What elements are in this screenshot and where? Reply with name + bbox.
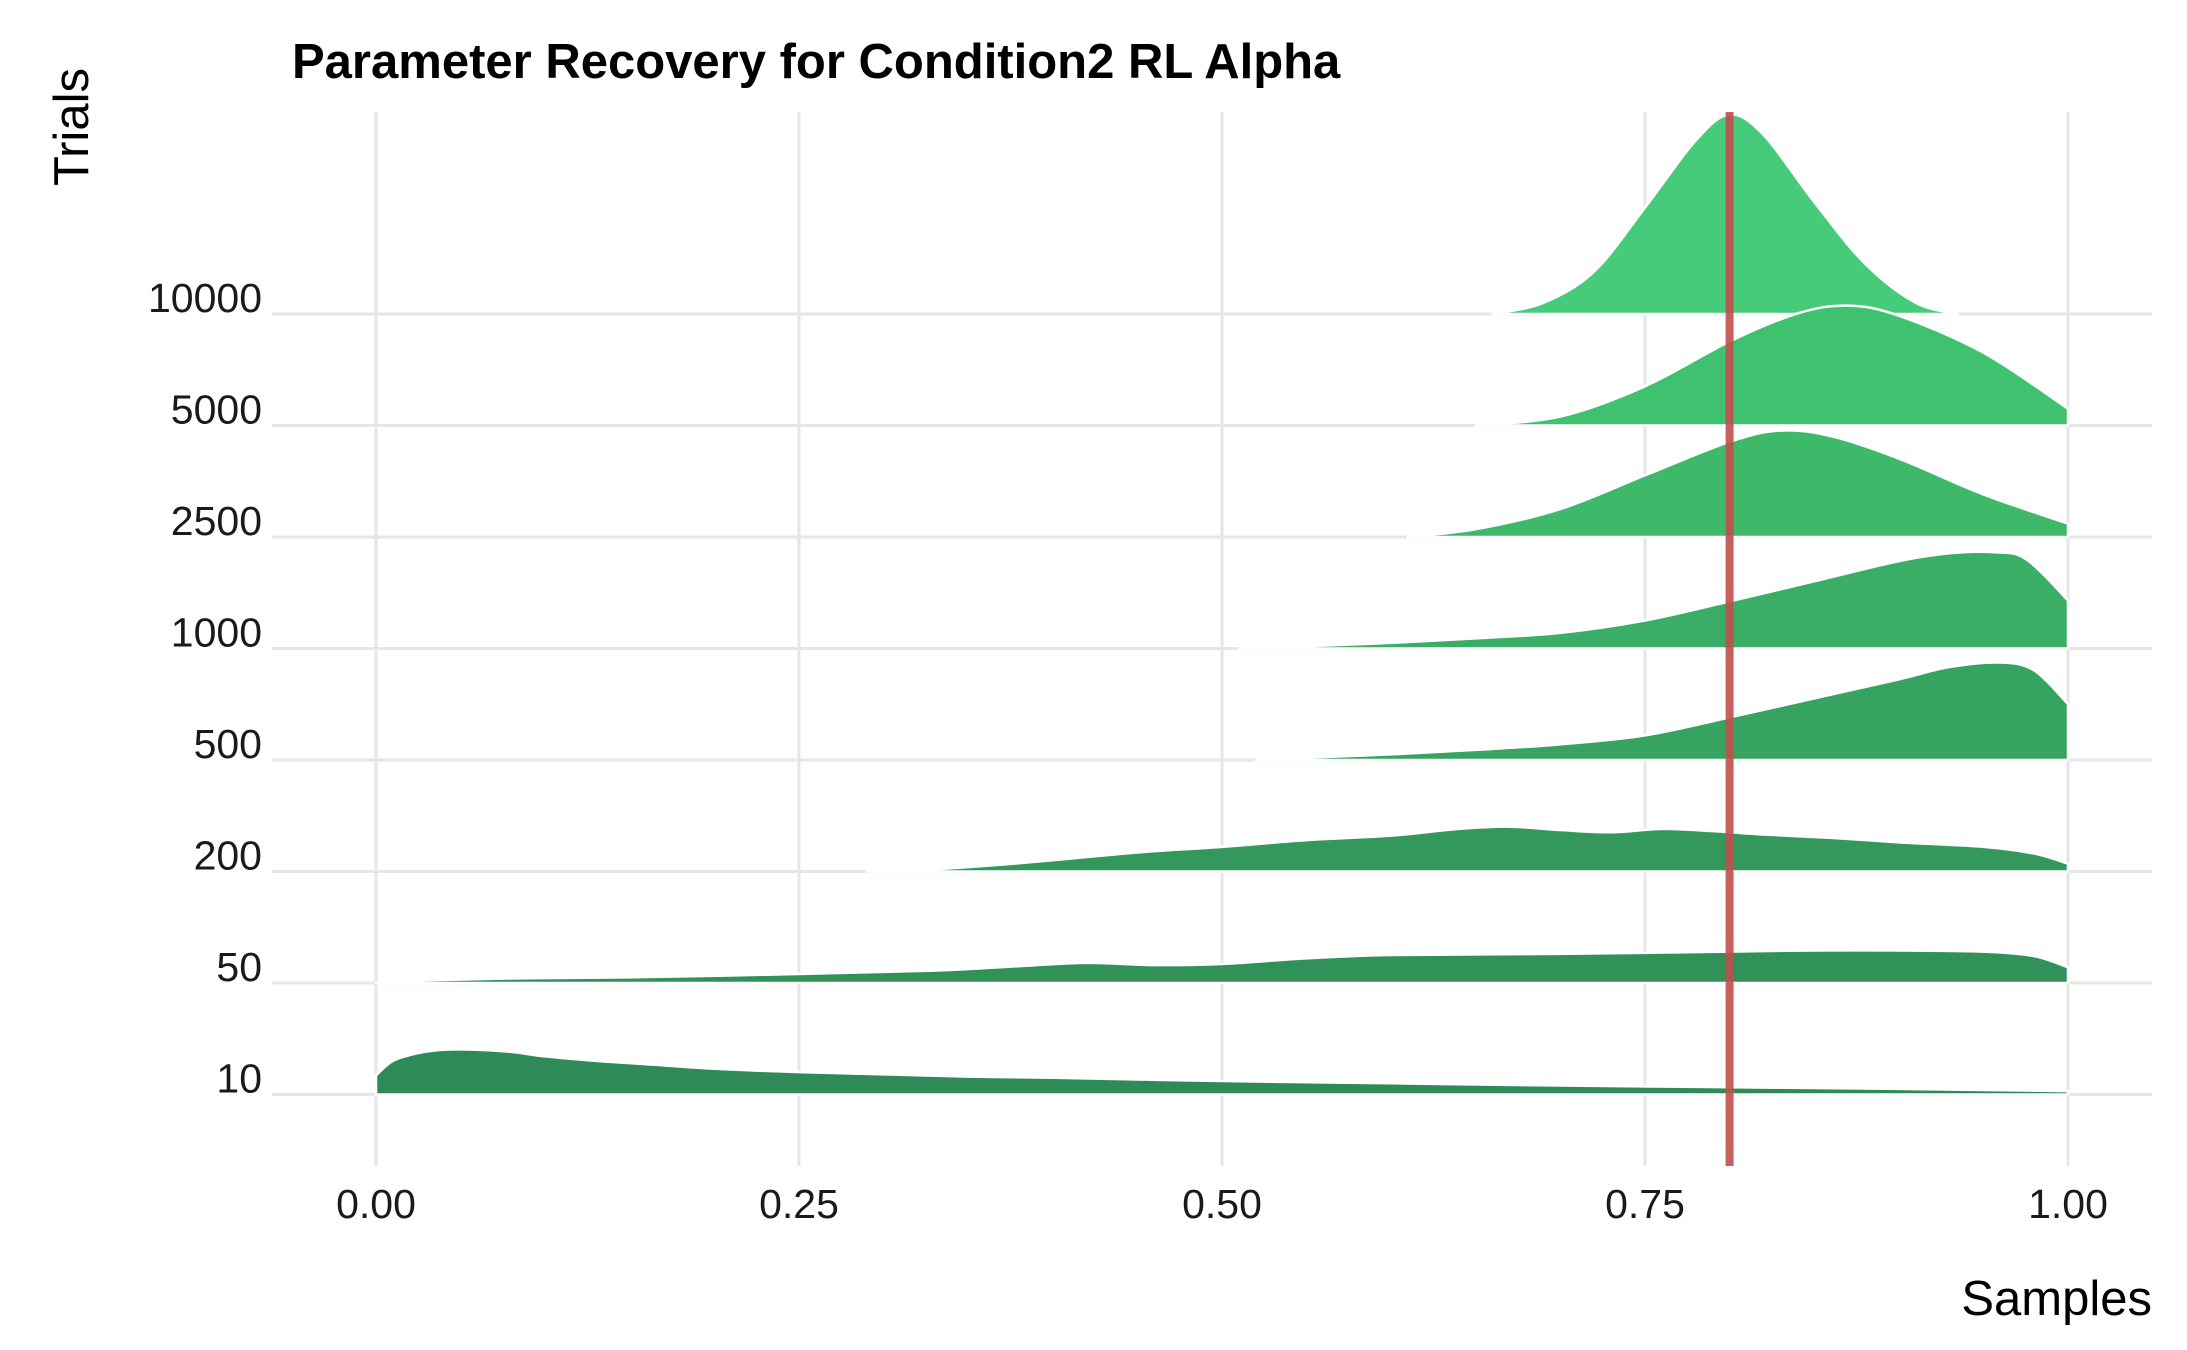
- chart-title: Parameter Recovery for Condition2 RL Alp…: [292, 35, 1341, 89]
- ridge-200: [865, 825, 2070, 873]
- ridges: [374, 113, 2070, 1096]
- y-tick-label: 5000: [171, 387, 262, 433]
- y-tick-label: 2500: [171, 498, 262, 544]
- y-axis-title: Trials: [45, 68, 99, 186]
- ridge-50: [374, 949, 2070, 985]
- x-tick-label: 0.25: [759, 1181, 839, 1227]
- y-tick-label: 50: [216, 944, 262, 990]
- ridge-1000: [1237, 550, 2070, 650]
- y-tick-label: 10000: [148, 275, 262, 321]
- x-tick-label: 0.75: [1605, 1181, 1685, 1227]
- x-tick-label: 0.50: [1182, 1181, 1262, 1227]
- y-tick-label: 10: [216, 1056, 262, 1102]
- y-tick-label: 500: [194, 721, 262, 767]
- y-tick-label: 200: [194, 833, 262, 879]
- x-axis-title: Samples: [1961, 1272, 2152, 1326]
- ridge-500: [1254, 661, 2070, 762]
- ridge-10000: [1491, 113, 1960, 316]
- x-tick-labels: 0.00 0.25 0.50 0.75 1.00: [336, 1181, 2108, 1227]
- x-tick-label: 0.00: [336, 1181, 416, 1227]
- y-tick-labels: 10 50 200 500 1000 2500 5000 10000: [148, 275, 262, 1102]
- y-tick-label: 1000: [171, 610, 262, 656]
- ridge-2500: [1406, 429, 2070, 539]
- ridge-10: [374, 1048, 2070, 1096]
- ridge-5000: [1474, 304, 2070, 427]
- x-tick-label: 1.00: [2028, 1181, 2108, 1227]
